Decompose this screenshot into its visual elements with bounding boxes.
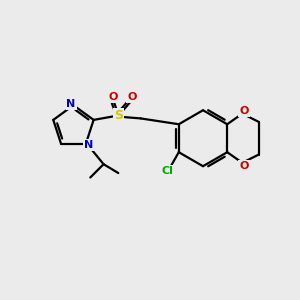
- Text: S: S: [114, 109, 123, 122]
- Text: O: O: [109, 92, 118, 102]
- Text: O: O: [239, 161, 249, 171]
- Text: N: N: [67, 99, 76, 109]
- Text: O: O: [239, 106, 249, 116]
- Text: N: N: [84, 140, 93, 150]
- Text: Cl: Cl: [162, 166, 173, 176]
- Text: O: O: [127, 92, 136, 102]
